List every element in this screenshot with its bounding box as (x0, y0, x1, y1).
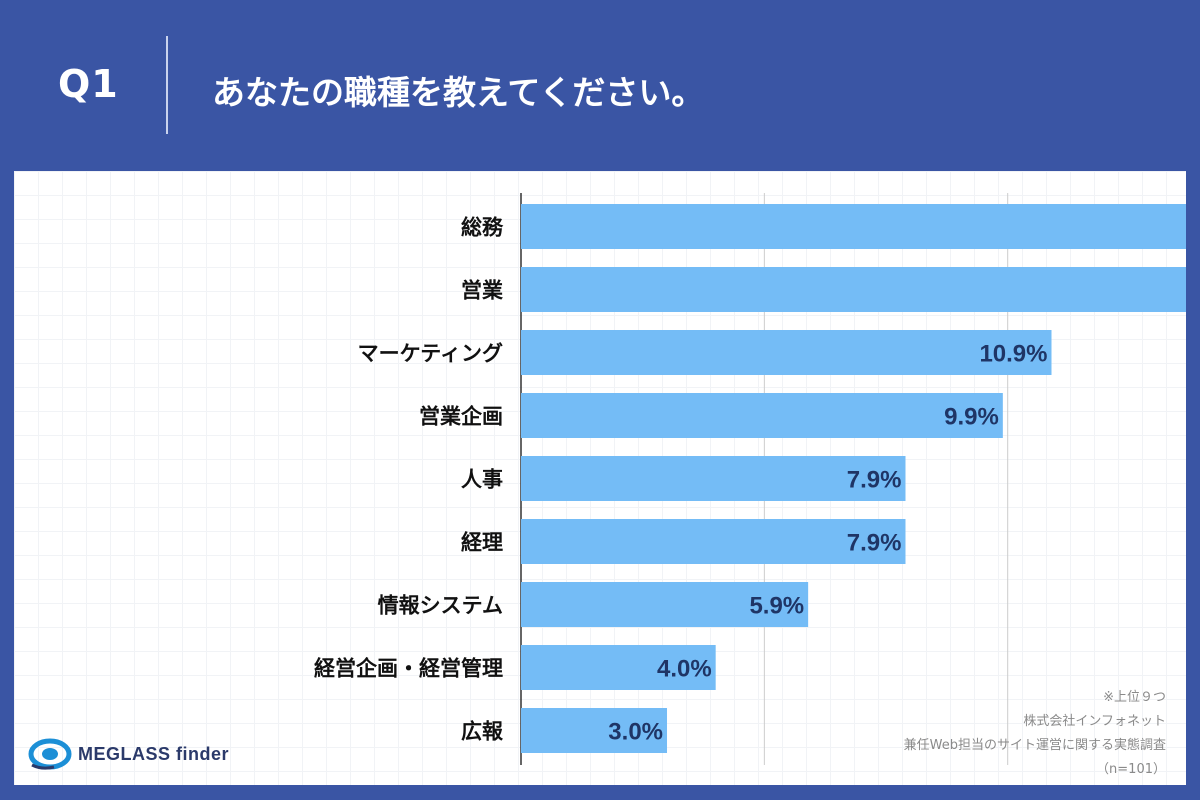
bar (521, 267, 1186, 312)
value-label: 7.9% (847, 467, 902, 494)
bar (521, 393, 1003, 438)
question-number: Q1 (58, 62, 119, 106)
bar (521, 330, 1052, 375)
bars (521, 204, 1186, 753)
note-survey-title: 兼任Web担当のサイト運営に関する実態調査 (903, 738, 1166, 753)
category-label: マーケティング (358, 342, 503, 366)
meglass-logo-icon (28, 738, 72, 770)
category-label: 営業企画 (419, 405, 503, 429)
value-label: 4.0% (657, 656, 712, 683)
value-label: 9.9% (944, 404, 999, 431)
note-sample-size: （n=101） (1096, 762, 1166, 777)
brand-name: MEGLASS finder (78, 743, 230, 764)
category-label: 営業 (461, 279, 504, 303)
survey-notes: ※上位９つ 株式会社インフォネット 兼任Web担当のサイト運営に関する実態調査 … (904, 686, 1166, 782)
bar (521, 204, 1186, 249)
category-label: 広報 (461, 720, 504, 744)
value-label: 5.9% (749, 593, 804, 620)
value-label: 3.0% (608, 719, 663, 746)
bar (521, 582, 809, 627)
header-divider (166, 36, 168, 134)
bar (521, 708, 668, 753)
bar (521, 645, 716, 690)
category-label: 経営企画・経営管理 (314, 657, 503, 681)
note-top9: ※上位９つ (1103, 690, 1166, 705)
brand-logo: MEGLASS finder (28, 737, 229, 771)
value-label: 10.9% (979, 341, 1047, 368)
bar (521, 456, 906, 501)
note-company: 株式会社インフォネット (1023, 714, 1166, 729)
bar (521, 519, 906, 564)
header: Q1 あなたの職種を教えてください。 (0, 0, 1200, 170)
category-label: 総務 (461, 216, 504, 240)
category-label: 人事 (461, 468, 503, 492)
value-labels: 25.7%15.8%10.9%9.9%7.9%7.9%5.9%4.0%3.0% (608, 341, 1047, 746)
value-label: 7.9% (847, 530, 902, 557)
category-label: 経理 (461, 531, 503, 555)
category-label: 情報システム (378, 594, 503, 618)
question-title: あなたの職種を教えてください。 (212, 73, 705, 112)
